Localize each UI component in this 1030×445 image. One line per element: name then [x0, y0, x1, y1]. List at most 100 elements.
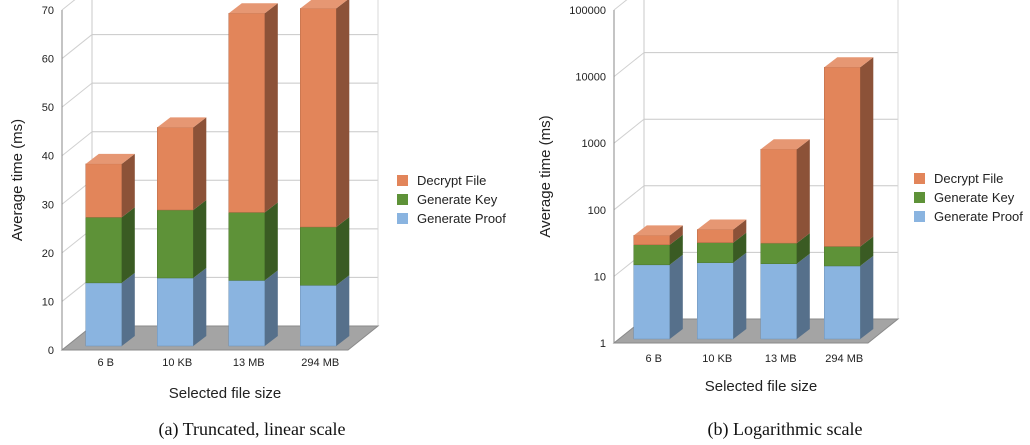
bar-decrypt-file — [157, 127, 194, 211]
legend-entry: Generate Proof — [417, 211, 506, 226]
y-tick-label: 1 — [600, 338, 606, 350]
x-tick-label: 294 MB — [301, 357, 339, 369]
bar-generate-proof — [824, 265, 861, 340]
bar-generate-key — [760, 242, 797, 264]
bar-decrypt-file — [633, 235, 670, 246]
bar-generate-key-side — [796, 233, 810, 264]
legend-entry: Generate Proof — [934, 209, 1023, 224]
y-tick-label: 60 — [42, 54, 54, 66]
bar-decrypt-file-top — [228, 3, 278, 14]
side-gridline — [61, 0, 76, 11]
bar-decrypt-file-top — [85, 153, 135, 164]
bar-generate-proof-side — [193, 268, 207, 346]
bar-generate-proof-side — [796, 253, 810, 339]
caption: (a) Truncated, linear scale — [159, 419, 346, 440]
bar-decrypt-file-side — [264, 3, 278, 213]
x-axis-title: Selected file size — [169, 385, 282, 402]
x-axis-title: Selected file size — [705, 378, 818, 395]
bar-generate-proof-side — [121, 272, 135, 346]
x-tick-label: 10 KB — [162, 357, 192, 369]
legend: Decrypt File Generate Key Generate Proof — [397, 173, 506, 226]
bar-generate-key-side — [336, 217, 350, 286]
bar-generate-proof — [157, 277, 194, 347]
legend-swatch — [397, 213, 408, 224]
y-tick-label: 20 — [42, 248, 54, 260]
bar-generate-proof — [697, 262, 734, 340]
caption: (b) Logarithmic scale — [708, 419, 863, 440]
bar-decrypt-file-side — [193, 117, 207, 210]
side-gridline — [613, 0, 628, 11]
y-tick-label: 40 — [42, 151, 54, 163]
bar-generate-proof-side — [336, 275, 350, 346]
bar-generate-proof — [633, 264, 670, 340]
y-tick-label: 1000 — [582, 138, 606, 150]
bar-generate-proof — [760, 263, 797, 340]
bar-generate-key — [697, 242, 734, 263]
bar-decrypt-file — [824, 67, 861, 247]
x-tick-label: 6 B — [645, 353, 662, 365]
bar-generate-proof — [85, 282, 122, 347]
x-tick-label: 13 MB — [233, 357, 265, 369]
bar-decrypt-file-side — [336, 0, 350, 227]
bar-generate-key-side — [860, 236, 874, 266]
bar-generate-key-side — [733, 232, 747, 263]
side-gridline — [61, 34, 93, 59]
bar-decrypt-file — [300, 8, 337, 228]
y-tick-label: 30 — [42, 199, 54, 211]
bar-decrypt-file-side — [860, 57, 874, 247]
y-tick-label: 10 — [42, 296, 54, 308]
y-tick-label: 10 — [594, 271, 606, 283]
side-gridline — [613, 52, 645, 77]
legend-entry: Generate Key — [417, 192, 498, 207]
legend-swatch — [397, 194, 408, 205]
chart-1: 0 10 20 30 40 50 60 70 6 B 10 KB 13 MB 294 MB Select… — [9, 0, 506, 440]
bar-decrypt-file — [697, 229, 734, 243]
bar-generate-key — [824, 246, 861, 267]
bar-decrypt-file-top — [300, 0, 348, 9]
legend-swatch — [914, 173, 925, 184]
y-tick-label: 0 — [48, 345, 54, 357]
y-tick-label: 100000 — [569, 5, 606, 17]
bar-generate-key — [633, 244, 670, 266]
bar-generate-proof-side — [860, 255, 874, 339]
y-tick-label: 10000 — [575, 72, 606, 84]
bar-decrypt-file-top — [697, 219, 747, 230]
legend-entry: Decrypt File — [417, 173, 486, 188]
bar-decrypt-file — [760, 148, 797, 244]
bar-decrypt-file-side — [733, 219, 747, 243]
floor — [60, 325, 380, 351]
y-axis-title: Average time (ms) — [537, 115, 554, 237]
bar-generate-proof-side — [264, 270, 278, 346]
legend-entry: Decrypt File — [934, 171, 1003, 186]
bar-decrypt-file-side — [669, 225, 683, 245]
bar-generate-key-side — [121, 207, 135, 283]
x-tick-label: 294 MB — [825, 353, 863, 365]
y-tick-label: 70 — [42, 5, 54, 17]
x-tick-label: 13 MB — [765, 353, 797, 365]
bar-decrypt-file-top — [157, 117, 207, 128]
bar-generate-key — [228, 212, 265, 281]
bar-generate-key — [300, 226, 337, 286]
x-tick-label: 6 B — [97, 357, 114, 369]
bar-decrypt-file-side — [121, 153, 135, 218]
legend-swatch — [397, 175, 408, 186]
bar-decrypt-file-side — [796, 139, 810, 244]
side-gridline — [613, 185, 645, 211]
bar-decrypt-file-top — [760, 139, 810, 150]
legend-swatch — [914, 211, 925, 222]
side-gridline — [61, 131, 93, 157]
side-gridline — [61, 82, 93, 108]
bar-decrypt-file-top — [633, 225, 683, 236]
bar-generate-proof-side — [669, 254, 683, 339]
chart-2: 1 10 100 1000 10000 100000 6 B 10 KB 13 MB 294 MB… — [537, 0, 1023, 440]
legend: Decrypt File Generate Key Generate Proof — [914, 171, 1023, 224]
bar-generate-key — [85, 217, 122, 284]
bar-generate-proof-side — [733, 252, 747, 339]
x-tick-label: 10 KB — [702, 353, 732, 365]
legend-entry: Generate Key — [934, 190, 1015, 205]
bar-generate-key-side — [264, 202, 278, 281]
bar-generate-proof — [300, 285, 337, 347]
bar-generate-key-side — [193, 200, 207, 278]
y-axis-title: Average time (ms) — [9, 119, 26, 241]
